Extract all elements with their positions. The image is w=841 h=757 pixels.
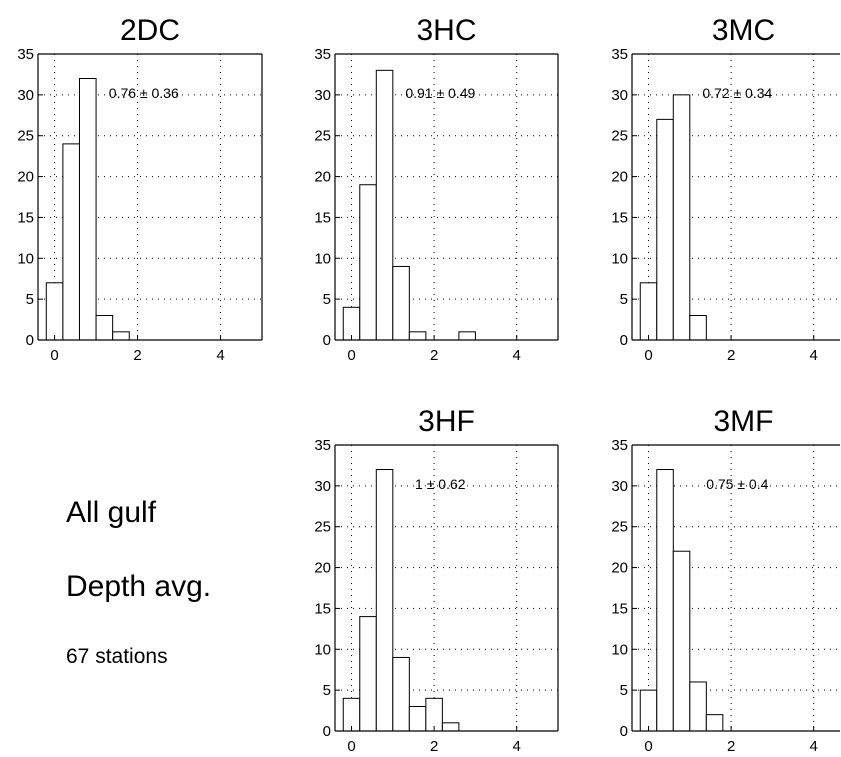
histogram-bar xyxy=(392,265,410,341)
y-tick-label: 20 xyxy=(314,560,331,577)
histogram-bar xyxy=(639,689,658,732)
mean-std-annotation: 0.72 ± 0.34 xyxy=(702,85,772,101)
x-tick-label: 0 xyxy=(50,347,58,364)
panel-title: 3HC xyxy=(416,14,476,47)
y-tick-label: 25 xyxy=(17,128,34,145)
x-tick-label: 0 xyxy=(644,738,652,755)
y-tick-label: 0 xyxy=(26,332,34,349)
panel-title: 3MF xyxy=(714,405,774,438)
y-tick-label: 30 xyxy=(314,87,331,104)
y-tick-label: 10 xyxy=(17,250,34,267)
y-tick-label: 15 xyxy=(314,209,331,226)
y-tick-label: 20 xyxy=(611,169,628,186)
x-tick-label: 2 xyxy=(727,738,735,755)
y-tick-label: 5 xyxy=(620,291,628,308)
x-tick-label: 0 xyxy=(347,347,355,364)
chart-panel-2dc: 0 5 10 15 20 25 30 35 0 2 4 2DC 0.76 ± 0.36 xyxy=(17,14,263,364)
y-tick-label: 20 xyxy=(611,560,628,577)
y-tick-label: 5 xyxy=(620,682,628,699)
histogram-bar xyxy=(458,331,476,341)
histogram-bar xyxy=(95,314,114,341)
y-tick-label: 0 xyxy=(323,723,331,740)
x-tick-label: 4 xyxy=(513,347,521,364)
x-tick-label: 2 xyxy=(727,347,735,364)
x-tick-label: 2 xyxy=(133,347,141,364)
histogram-bar xyxy=(408,331,427,341)
region-label: All gulf xyxy=(66,496,157,529)
x-tick-label: 2 xyxy=(430,347,438,364)
histogram-bar xyxy=(656,469,674,732)
y-tick-label: 35 xyxy=(17,46,34,63)
y-tick-label: 35 xyxy=(314,437,331,454)
histogram-bar xyxy=(78,78,97,341)
histogram-bar xyxy=(672,94,691,341)
x-tick-label: 0 xyxy=(347,738,355,755)
station-count-label: 67 stations xyxy=(66,645,168,668)
histogram-bar xyxy=(672,550,691,732)
histogram-bar xyxy=(375,469,394,732)
panel-title: 3MC xyxy=(712,14,775,47)
y-tick-label: 15 xyxy=(17,209,34,226)
histogram-bar xyxy=(408,705,427,732)
y-tick-label: 25 xyxy=(611,128,628,145)
mean-std-annotation: 1 ± 0.62 xyxy=(415,476,466,492)
histogram-bar xyxy=(656,118,674,341)
histogram-bar xyxy=(392,656,410,732)
y-tick-label: 0 xyxy=(620,332,628,349)
y-tick-label: 35 xyxy=(611,437,628,454)
chart-panel-3hf: 0 5 10 15 20 25 30 35 0 2 4 3HF 1 ± 0.62 xyxy=(314,405,559,755)
histogram-bar xyxy=(705,714,724,732)
y-tick-label: 15 xyxy=(314,600,331,617)
y-tick-label: 25 xyxy=(314,519,331,536)
y-tick-label: 20 xyxy=(314,169,331,186)
histogram-bar xyxy=(45,282,64,341)
panel-title: 2DC xyxy=(120,14,180,47)
histogram-bar xyxy=(689,681,707,732)
y-tick-label: 15 xyxy=(611,600,628,617)
y-tick-label: 25 xyxy=(314,128,331,145)
x-tick-label: 0 xyxy=(644,347,652,364)
y-tick-label: 10 xyxy=(611,641,628,658)
y-tick-label: 10 xyxy=(314,250,331,267)
y-tick-label: 35 xyxy=(611,46,628,63)
y-tick-label: 25 xyxy=(611,519,628,536)
histogram-bar xyxy=(689,314,707,341)
y-tick-label: 10 xyxy=(314,641,331,658)
y-tick-label: 30 xyxy=(611,87,628,104)
histogram-bar xyxy=(375,69,394,341)
x-tick-label: 4 xyxy=(810,738,818,755)
x-tick-label: 4 xyxy=(513,738,521,755)
y-tick-label: 10 xyxy=(611,250,628,267)
x-tick-label: 4 xyxy=(216,347,224,364)
mean-std-annotation: 0.75 ± 0.4 xyxy=(706,476,768,492)
histogram-bar xyxy=(62,143,80,341)
chart-panel-3hc: 0 5 10 15 20 25 30 35 0 2 4 3HC 0.91 ± 0.49 xyxy=(314,14,559,364)
y-tick-label: 5 xyxy=(323,682,331,699)
histogram-bar xyxy=(639,282,658,341)
histogram-bar xyxy=(359,184,377,341)
chart-panel-3mc: 0 5 10 15 20 25 30 35 0 2 4 3MC 0.72 ± 0.34 xyxy=(611,14,840,364)
y-tick-label: 20 xyxy=(17,169,34,186)
y-tick-label: 30 xyxy=(17,87,34,104)
averaging-label: Depth avg. xyxy=(66,570,212,603)
y-tick-label: 35 xyxy=(314,46,331,63)
x-tick-label: 4 xyxy=(810,347,818,364)
mean-std-annotation: 0.76 ± 0.36 xyxy=(109,85,179,101)
mean-std-annotation: 0.91 ± 0.49 xyxy=(405,85,475,101)
y-tick-label: 5 xyxy=(26,291,34,308)
x-tick-label: 2 xyxy=(430,738,438,755)
y-tick-label: 30 xyxy=(611,478,628,495)
histogram-bar xyxy=(112,331,130,341)
histogram-bar xyxy=(359,616,377,732)
y-tick-label: 5 xyxy=(323,291,331,308)
y-tick-label: 0 xyxy=(620,723,628,740)
chart-panel-3mf: 0 5 10 15 20 25 30 35 0 2 4 3MF 0.75 ± 0.4 xyxy=(611,405,840,755)
y-tick-label: 15 xyxy=(611,209,628,226)
histogram-bar xyxy=(441,722,460,732)
y-tick-label: 30 xyxy=(314,478,331,495)
panel-title: 3HF xyxy=(418,405,475,438)
y-tick-label: 0 xyxy=(323,332,331,349)
